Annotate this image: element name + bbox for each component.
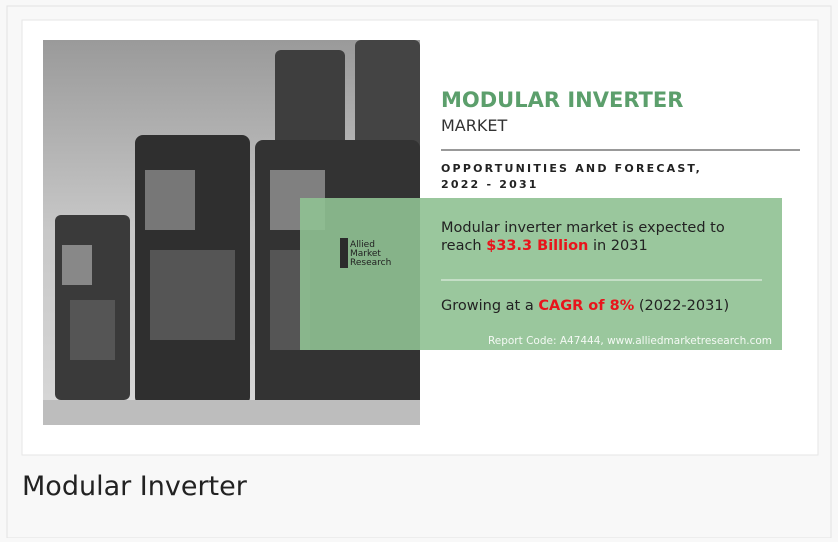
- subtitle: MARKET: [441, 116, 507, 135]
- title: MODULAR INVERTER: [441, 88, 683, 112]
- screenshot: Allied Market Research MODULAR INVERTER …: [0, 0, 838, 538]
- statement: reach $33.3 Billion in 2031: [441, 238, 648, 254]
- statement-text: reach: [441, 238, 482, 254]
- growth-value: CAGR of 8%: [538, 298, 634, 314]
- growth: Growing at a CAGR of 8% (2022-2031): [441, 298, 729, 314]
- page: {"infographic": { "title": "MODULAR INVE…: [0, 0, 838, 538]
- caption: Modular Inverter: [22, 471, 248, 502]
- growth-text: Growing at a: [441, 298, 534, 314]
- growth-text: (2022-2031): [639, 298, 729, 314]
- forecast: 2022 - 2031: [441, 178, 539, 191]
- logo-text: Research: [350, 258, 391, 268]
- forecast: OPPORTUNITIES AND FORECAST,: [441, 162, 702, 175]
- statement-text: in 2031: [593, 238, 648, 254]
- report-code: Report Code: A47444, www.alliedmarketres…: [488, 335, 772, 347]
- statement: Modular inverter market is expected to: [441, 220, 725, 236]
- statement-value: $33.3 Billion: [486, 238, 588, 254]
